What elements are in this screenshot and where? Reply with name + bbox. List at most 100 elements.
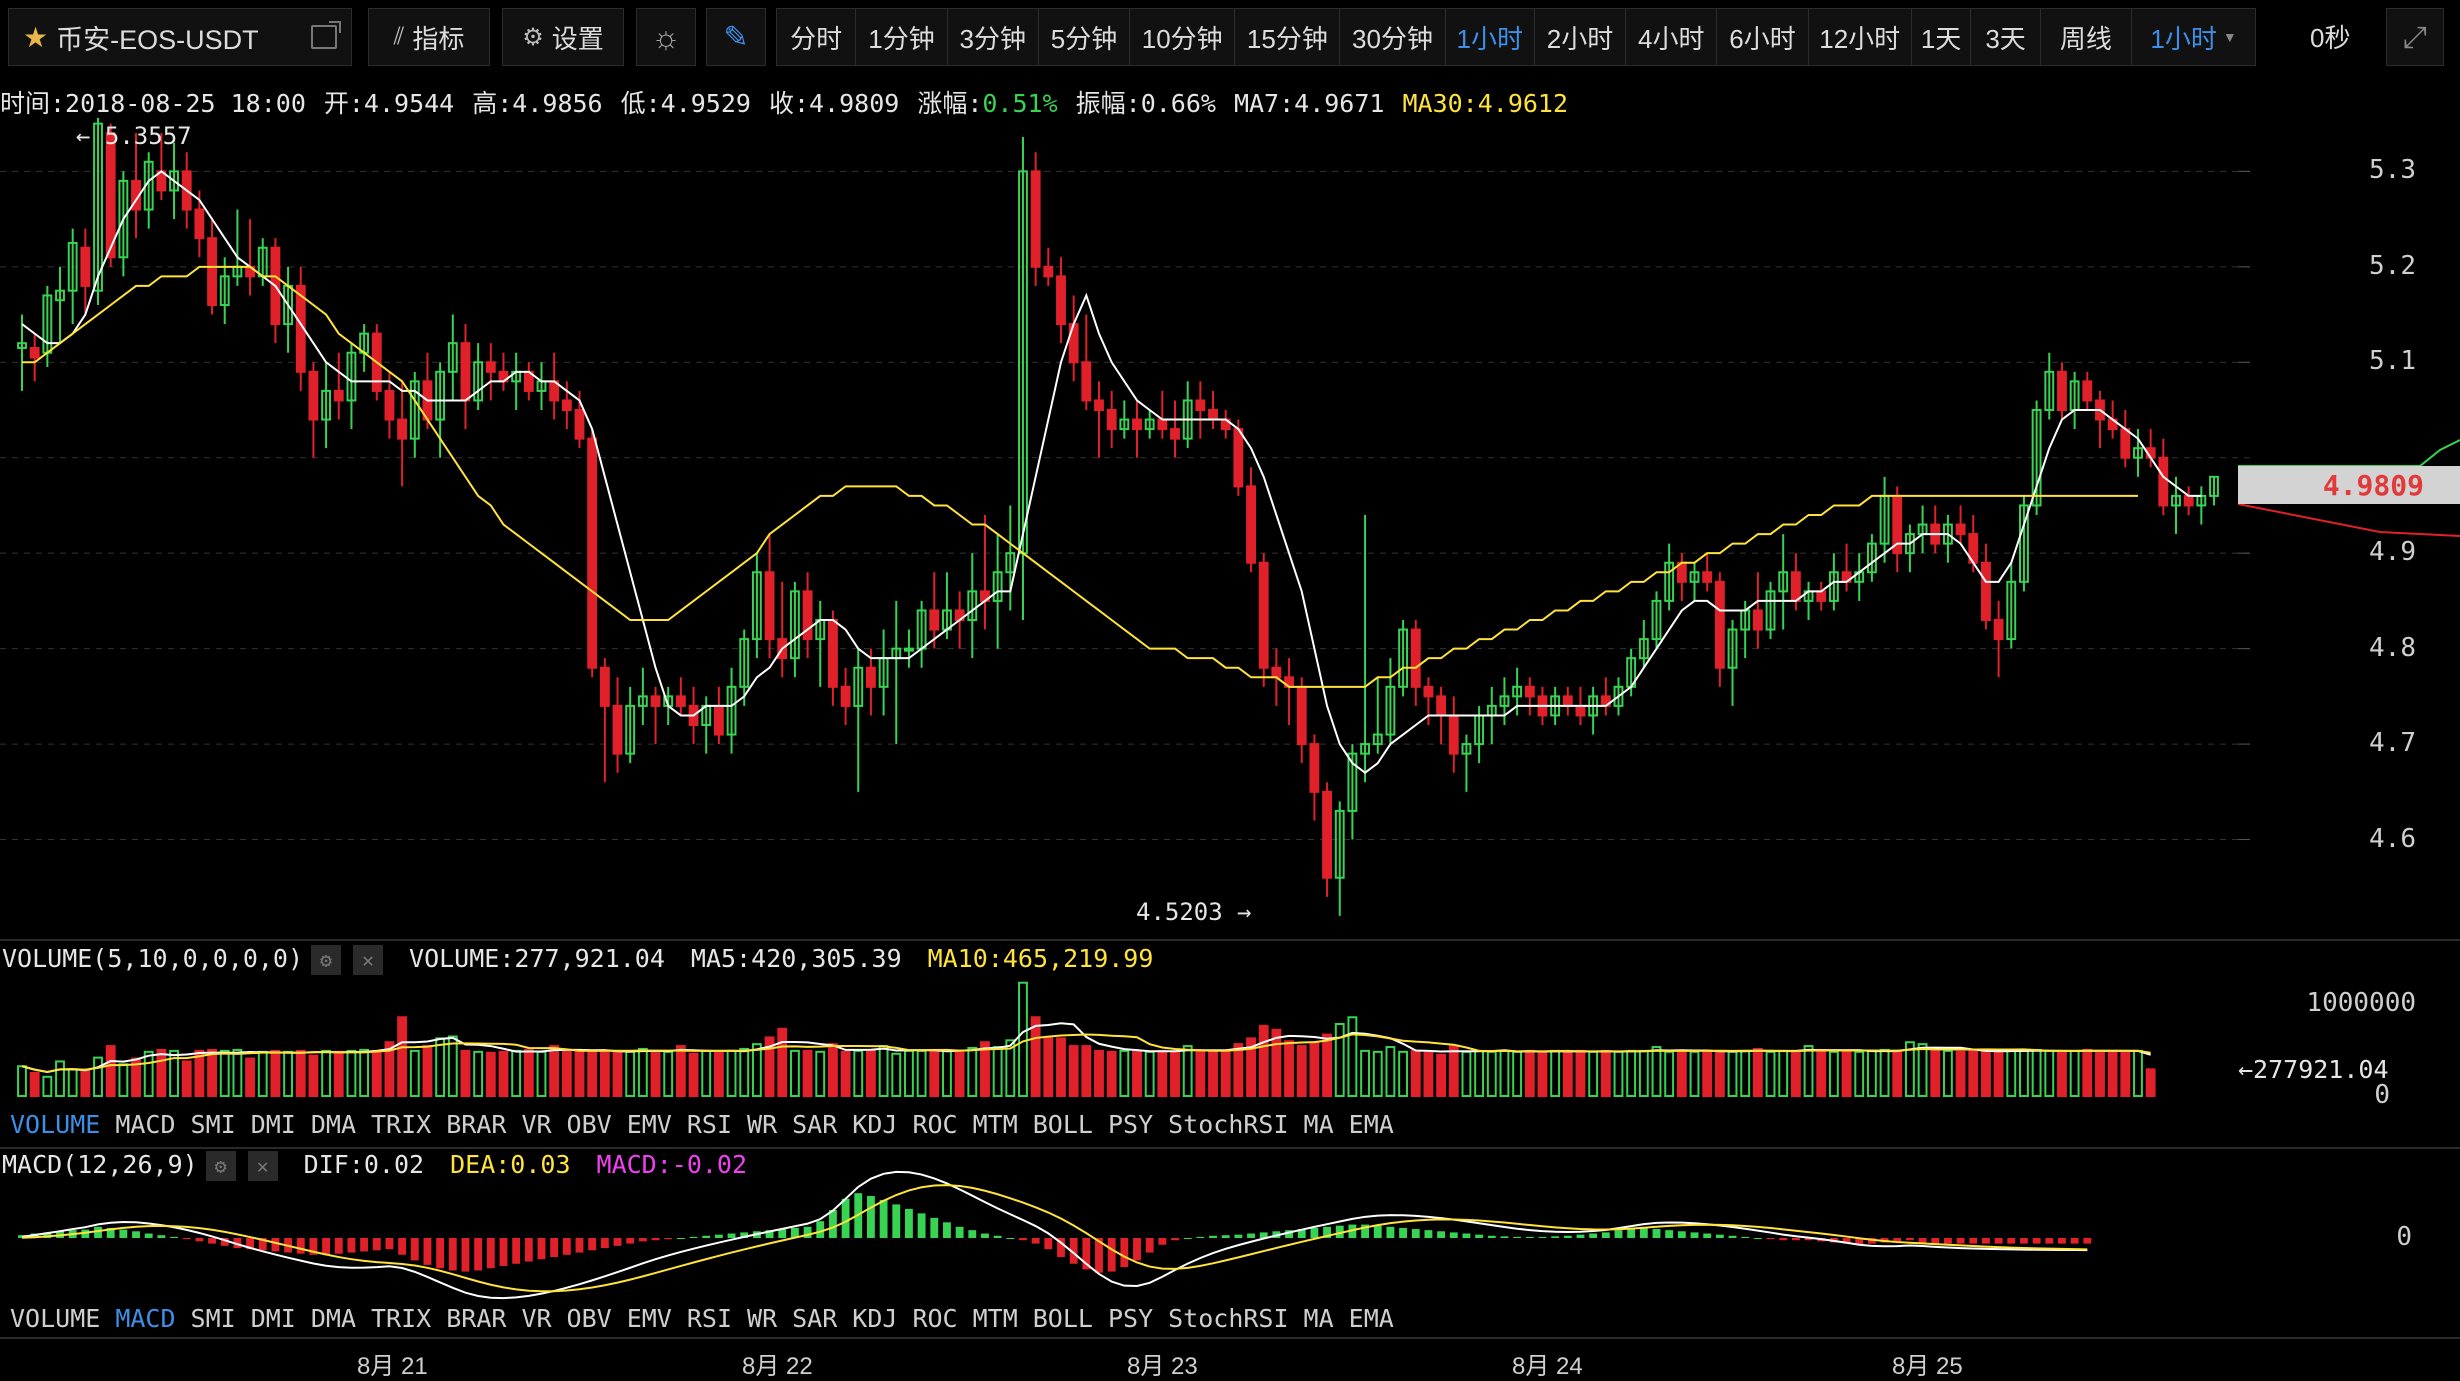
indicator-tab-kdj[interactable]: KDJ <box>852 1110 898 1139</box>
interval-1[interactable]: 1分钟 <box>856 9 948 65</box>
candle-body <box>1638 638 1649 660</box>
macd-bar <box>892 1204 901 1238</box>
indicator-tab-stochrsi[interactable]: StochRSI <box>1168 1110 1289 1139</box>
volume-close-icon[interactable]: ✕ <box>353 945 384 975</box>
macd-bar <box>1183 1238 1192 1239</box>
macd-bar <box>1361 1224 1370 1238</box>
macd-bar <box>1931 1238 1940 1244</box>
indicator-tab-volume[interactable]: VOLUME <box>10 1304 101 1333</box>
macd-bar <box>562 1238 571 1255</box>
interval-6[interactable]: 30分钟 <box>1340 9 1446 65</box>
indicator-tab-psy[interactable]: PSY <box>1107 1304 1154 1333</box>
settings-button[interactable]: ⚙ 设置 <box>502 8 624 66</box>
interval-8[interactable]: 2小时 <box>1535 9 1627 65</box>
volume-bar <box>992 1046 1003 1098</box>
interval-10[interactable]: 6小时 <box>1717 9 1809 65</box>
indicator-tab-rsi[interactable]: RSI <box>686 1304 733 1333</box>
candle-body <box>118 179 129 259</box>
macd-bar <box>1196 1236 1205 1238</box>
macd-bar <box>309 1238 318 1255</box>
volume-bar <box>1423 1051 1434 1098</box>
indicator-tab-kdj[interactable]: KDJ <box>852 1304 898 1333</box>
indicator-tab-trix[interactable]: TRIX <box>371 1110 432 1139</box>
indicator-tab-macd[interactable]: MACD <box>115 1110 176 1139</box>
volume-bar <box>587 1050 598 1097</box>
macd-bar <box>866 1196 875 1238</box>
indicator-tab-brar[interactable]: BRAR <box>446 1110 507 1139</box>
indicator-tab-ma[interactable]: MA <box>1303 1110 1334 1139</box>
indicator-tab-trix[interactable]: TRIX <box>371 1304 432 1333</box>
indicator-tab-psy[interactable]: PSY <box>1107 1110 1154 1139</box>
candle-body <box>346 351 357 402</box>
indicator-tab-boll[interactable]: BOLL <box>1032 1110 1093 1139</box>
interval-12[interactable]: 1天 <box>1912 9 1972 65</box>
indicators-label: 指标 <box>412 23 465 54</box>
indicator-tab-stochrsi[interactable]: StochRSI <box>1168 1304 1289 1333</box>
indicator-tab-ema[interactable]: EMA <box>1348 1304 1394 1333</box>
interval-7[interactable]: 1小时 <box>1446 9 1535 65</box>
indicator-tab-obv[interactable]: OBV <box>566 1304 612 1333</box>
indicator-tab-vr[interactable]: VR <box>521 1304 552 1333</box>
indicator-tab-sar[interactable]: SAR <box>792 1304 838 1333</box>
volume-bar <box>1448 1045 1459 1097</box>
macd-bar <box>1943 1238 1952 1244</box>
indicator-tab-smi[interactable]: SMI <box>190 1304 236 1333</box>
volume-bar <box>283 1050 294 1097</box>
indicator-tab-emv[interactable]: EMV <box>626 1304 672 1333</box>
indicator-tab-wr[interactable]: WR <box>747 1304 778 1333</box>
theme-toggle-button[interactable]: ☼ <box>636 8 696 66</box>
candle-body <box>1094 399 1104 412</box>
indicator-tab-volume[interactable]: VOLUME <box>10 1110 101 1139</box>
popout-window-icon[interactable] <box>311 21 341 49</box>
macd-settings-icon[interactable]: ⚙ <box>205 1151 236 1181</box>
interval-dropdown[interactable]: 1小时 ▼ <box>2150 23 2237 54</box>
indicator-tab-ema[interactable]: EMA <box>1348 1110 1394 1139</box>
indicator-tab-dma[interactable]: DMA <box>310 1304 356 1333</box>
macd-bar <box>1994 1238 2003 1244</box>
indicator-tab-boll[interactable]: BOLL <box>1032 1304 1093 1333</box>
indicator-tab-roc[interactable]: ROC <box>912 1304 958 1333</box>
macd-bar <box>638 1238 647 1242</box>
interval-11[interactable]: 12小时 <box>1809 9 1912 65</box>
macd-close-icon[interactable]: ✕ <box>247 1151 278 1181</box>
interval-2[interactable]: 3分钟 <box>948 9 1039 65</box>
info-time: 时间:2018-08-25 18:00 <box>0 89 306 118</box>
indicators-button[interactable]: ⫽ 指标 <box>368 8 490 66</box>
indicator-tab-dma[interactable]: DMA <box>310 1110 356 1139</box>
interval-14[interactable]: 周线 <box>2041 9 2133 65</box>
indicator-tab-dmi[interactable]: DMI <box>250 1304 296 1333</box>
interval-4[interactable]: 10分钟 <box>1130 9 1236 65</box>
volume-bar <box>1828 1050 1839 1097</box>
interval-0[interactable]: 分时 <box>777 9 857 65</box>
volume-settings-icon[interactable]: ⚙ <box>311 945 342 975</box>
high-annotation: ← 5.3557 <box>76 122 192 150</box>
indicator-tab-mtm[interactable]: MTM <box>972 1110 1018 1139</box>
macd-bar <box>1639 1227 1648 1238</box>
interval-13[interactable]: 3天 <box>1971 9 2041 65</box>
indicator-tab-vr[interactable]: VR <box>521 1110 552 1139</box>
draw-tool-button[interactable]: ✎ <box>706 8 766 66</box>
symbol-selector[interactable]: ★ 币安-EOS-USDT <box>8 8 352 66</box>
indicator-tab-dmi[interactable]: DMI <box>250 1110 296 1139</box>
indicator-tab-mtm[interactable]: MTM <box>972 1304 1018 1333</box>
volume-bar <box>764 1036 775 1097</box>
volume-bar <box>1474 1049 1485 1098</box>
interval-5[interactable]: 15分钟 <box>1235 9 1341 65</box>
candle-body <box>2019 504 2029 583</box>
indicator-tab-rsi[interactable]: RSI <box>686 1110 733 1139</box>
indicator-tab-macd[interactable]: MACD <box>115 1304 176 1333</box>
interval-3[interactable]: 5分钟 <box>1039 9 1131 65</box>
volume-bar <box>1486 1050 1497 1097</box>
indicator-tab-obv[interactable]: OBV <box>566 1110 612 1139</box>
fullscreen-icon[interactable]: ⤢ <box>2386 8 2444 66</box>
star-icon[interactable]: ★ <box>23 21 49 53</box>
indicator-tab-wr[interactable]: WR <box>747 1110 778 1139</box>
indicator-tab-ma[interactable]: MA <box>1303 1304 1334 1333</box>
indicator-tab-brar[interactable]: BRAR <box>446 1304 507 1333</box>
indicator-tab-sar[interactable]: SAR <box>792 1110 838 1139</box>
indicator-tab-emv[interactable]: EMV <box>626 1110 672 1139</box>
indicator-tab-smi[interactable]: SMI <box>190 1110 236 1139</box>
indicator-tab-roc[interactable]: ROC <box>912 1110 958 1139</box>
interval-9[interactable]: 4小时 <box>1626 9 1718 65</box>
